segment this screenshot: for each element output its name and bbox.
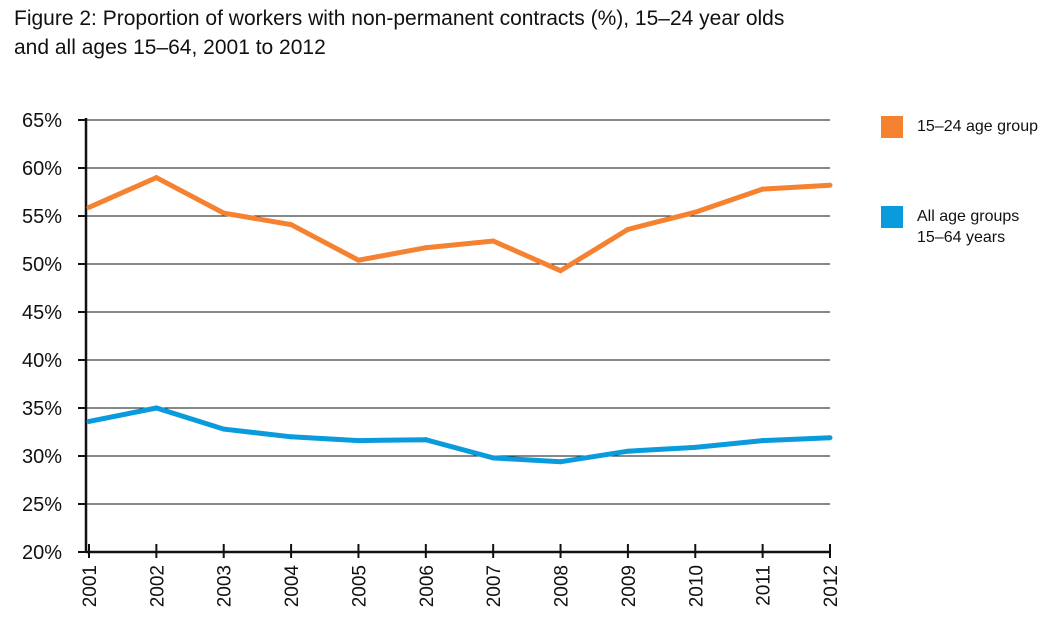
legend-item-all-ages: All age groups 15–64 years [881, 206, 1019, 248]
data-point-1-2002 [153, 405, 159, 411]
x-tick-label: 2010 [686, 565, 707, 607]
legend-label-all-ages: All age groups 15–64 years [917, 208, 1020, 246]
x-tick-label: 2004 [282, 565, 303, 608]
legend-item-15-24: 15–24 age group [881, 116, 1038, 138]
data-point-0-2006 [423, 245, 429, 251]
x-tick-label: 2001 [80, 565, 101, 607]
y-tick-label: 45% [22, 302, 62, 324]
y-tick-label: 20% [22, 542, 62, 564]
legend-swatch-15-24 [881, 116, 903, 138]
data-point-1-2008 [558, 459, 564, 465]
data-point-0-2009 [625, 226, 631, 232]
data-point-0-2004 [288, 222, 294, 228]
title-line-1: Figure 2: Proportion of workers with non… [14, 7, 785, 30]
data-point-1-2012 [827, 435, 833, 441]
data-point-1-2004 [288, 434, 294, 440]
y-tick-label: 60% [22, 158, 62, 180]
y-tick-label: 25% [22, 494, 62, 516]
legend-swatch-all-ages [881, 206, 903, 228]
y-tick-label: 30% [22, 446, 62, 468]
data-point-0-2001 [86, 204, 92, 210]
title-line-2: and all ages 15–64, 2001 to 2012 [14, 36, 326, 59]
series-line-0 [87, 174, 831, 274]
data-point-0-2008 [558, 268, 564, 274]
x-tick-label: 2012 [821, 565, 842, 607]
x-tick-label: 2009 [619, 565, 640, 607]
y-tick-label: 55% [22, 206, 62, 228]
x-tick-label: 2007 [484, 565, 505, 607]
y-tick-label: 35% [22, 398, 62, 420]
data-point-1-2006 [423, 437, 429, 443]
y-tick-label: 50% [22, 254, 62, 276]
legend-label-15-24: 15–24 age group [917, 118, 1038, 135]
data-point-1-2001 [86, 418, 92, 424]
y-tick-label: 65% [22, 110, 62, 132]
data-point-0-2012 [827, 182, 833, 188]
data-point-0-2010 [692, 209, 698, 215]
chart-title: Figure 2: Proportion of workers with non… [14, 4, 784, 62]
data-point-0-2007 [490, 238, 496, 244]
x-tick-label: 2006 [417, 565, 438, 607]
data-point-1-2007 [490, 455, 496, 461]
series-line-1 [88, 405, 831, 465]
data-point-0-2002 [153, 175, 159, 181]
x-tick-label: 2003 [215, 565, 236, 607]
data-point-1-2009 [625, 448, 631, 454]
data-point-1-2010 [692, 444, 698, 450]
x-tick-label: 2005 [349, 565, 370, 607]
data-point-0-2003 [221, 210, 227, 216]
x-tick-label: 2011 [754, 565, 775, 606]
x-tick-label: 2008 [552, 565, 573, 607]
data-point-1-2005 [355, 438, 361, 444]
x-tick-label: 2002 [147, 565, 168, 607]
data-point-0-2005 [355, 257, 361, 263]
data-point-1-2003 [221, 426, 227, 432]
y-tick-label: 40% [22, 350, 62, 372]
data-point-0-2011 [760, 186, 766, 192]
data-point-1-2011 [760, 438, 766, 444]
